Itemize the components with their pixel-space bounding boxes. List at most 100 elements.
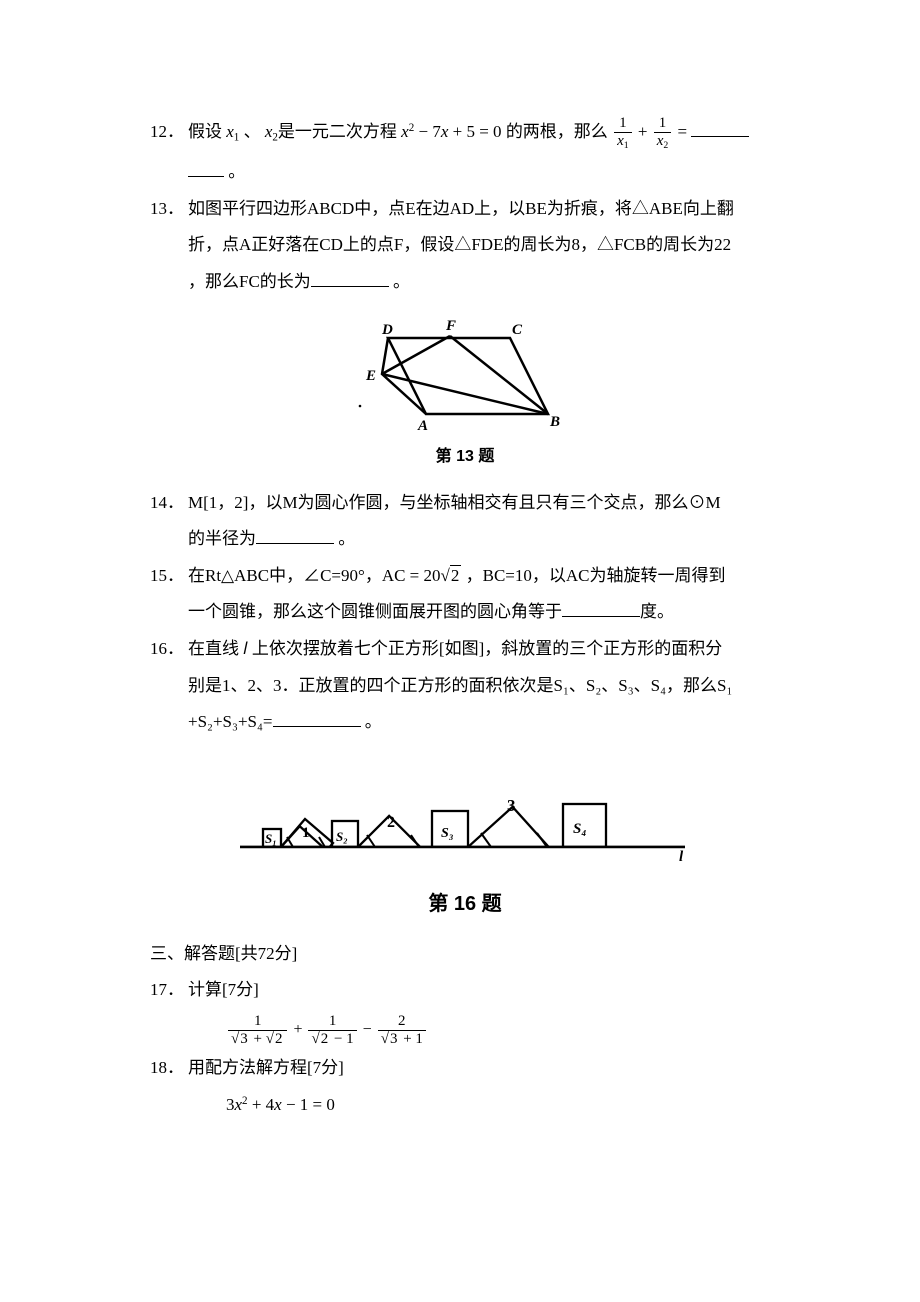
q12-line2: 。 — [188, 154, 780, 191]
q15-l2a: 一个圆锥，那么这个圆锥侧面展开图的圆心角等于 — [188, 602, 562, 621]
question-13: 13． 如图平行四边形ABCD中，点E在边AD上，以BE为折痕，将△ABE向上翻 — [150, 191, 780, 228]
q12-f1da: x — [617, 133, 624, 149]
q17-frac2: 1 √2 − 1 — [308, 1013, 356, 1047]
q17-frac3: 2 √3 + 1 — [378, 1013, 426, 1047]
q13-number: 13． — [150, 191, 188, 228]
svg-text:S₂: S₂ — [336, 829, 348, 844]
q17-frac1: 1 √3 + √2 — [228, 1013, 287, 1047]
q12-sep1: 、 — [239, 122, 265, 141]
q15-sqrt2: 2 — [450, 565, 462, 585]
q16-l3b: 。 — [361, 712, 382, 731]
question-16: 16． 在直线 𝑙 上依次摆放着七个正方形[如图]，斜放置的三个正方形的面积分 — [150, 631, 780, 668]
q13-l1: 如图平行四边形ABCD中，点E在边AD上，以BE为折痕，将△ABE向上翻 — [188, 199, 734, 218]
q15-number: 15． — [150, 558, 188, 595]
q13-A: A — [417, 418, 428, 434]
q12-eqc: + 5 = 0 — [448, 122, 505, 141]
question-14: 14． M[1，2]，以M为圆心作圆，与坐标轴相交有且只有三个交点，那么⊙M — [150, 485, 780, 522]
q18-equation: 3x2 + 4x − 1 = 0 — [226, 1087, 780, 1124]
q12-f2n: 1 — [654, 115, 672, 132]
q12-number: 12． — [150, 110, 188, 154]
q16-number: 16． — [150, 631, 188, 668]
q13-l3a: ，那么FC的长为 — [188, 272, 311, 291]
q12-frac2: 1x2 — [654, 115, 672, 151]
q17-plus1: + — [289, 1021, 306, 1038]
q12-eqa: x — [401, 122, 409, 141]
q12-body: 假设 x1 、 x2是一元二次方程 x2 − 7x + 5 = 0 的两根，那么… — [188, 110, 780, 154]
q16-svg: S₁ 1 S₂ 2 S₃ 3 S₄ l — [235, 747, 695, 867]
q15-l2b: 度。 — [640, 602, 674, 621]
q12-blank1 — [691, 119, 749, 137]
question-15: 15． 在Rt△ABC中，∠C=90°，AC = 20√2 ，BC=10，以AC… — [150, 558, 780, 595]
q13-figure: D F C E A B 第 13 题 — [150, 306, 780, 474]
q14-blank — [256, 526, 334, 544]
q18-title: 用配方法解方程[7分] — [188, 1050, 780, 1087]
q15-l1b: ，BC=10，以AC为轴旋转一周得到 — [461, 566, 725, 585]
q17-f3n: 2 — [378, 1013, 426, 1030]
q16-blank — [273, 709, 361, 727]
q12-t3: 的两根，那么 — [506, 122, 608, 141]
q13-figcap: 第 13 题 — [150, 440, 780, 474]
q14-l2: 的半径为 。 — [188, 521, 780, 558]
q17-f1n: 1 — [228, 1013, 287, 1030]
q12-plus: + — [634, 122, 652, 141]
svg-text:S₃: S₃ — [441, 826, 454, 841]
q18-x2: x — [274, 1095, 282, 1114]
svg-text:1: 1 — [302, 825, 310, 841]
q12-frac1: 1x1 — [614, 115, 632, 151]
q18-number: 18． — [150, 1050, 188, 1087]
q13-E: E — [365, 368, 376, 384]
q15-body: 在Rt△ABC中，∠C=90°，AC = 20√2 ，BC=10，以AC为轴旋转… — [188, 558, 780, 595]
q16-figcap: 第 16 题 — [150, 883, 780, 926]
q17-f3dt: + 1 — [399, 1031, 422, 1047]
q18-c: − 1 = 0 — [282, 1095, 335, 1114]
q17-minus: − — [359, 1021, 376, 1038]
q14-body: M[1，2]，以M为圆心作圆，与坐标轴相交有且只有三个交点，那么⊙M — [188, 485, 780, 522]
section-3-heading: 三、解答题[共72分] — [150, 936, 780, 973]
q14-l2b: 。 — [334, 529, 355, 548]
q13-l3b: 。 — [389, 272, 410, 291]
q17-title: 计算[7分] — [188, 972, 780, 1009]
q18-b: + 4 — [248, 1095, 275, 1114]
q13-F: F — [445, 318, 456, 334]
question-17: 17． 计算[7分] — [150, 972, 780, 1009]
q14-l1: M[1，2]，以M为圆心作圆，与坐标轴相交有且只有三个交点，那么⊙M — [188, 493, 721, 512]
q15-blank — [562, 599, 640, 617]
svg-text:2: 2 — [387, 814, 395, 831]
q12-eqb: − 7 — [414, 122, 441, 141]
q16-l1: 在直线 𝑙 上依次摆放着七个正方形[如图]，斜放置的三个正方形的面积分 — [188, 639, 722, 658]
q12-blank2 — [188, 159, 224, 177]
svg-text:S₄: S₄ — [573, 821, 587, 837]
q17-f3da: 3 — [389, 1030, 400, 1047]
q12-t1: 假设 — [188, 122, 226, 141]
q13-body: 如图平行四边形ABCD中，点E在边AD上，以BE为折痕，将△ABE向上翻 — [188, 191, 780, 228]
q14-l2a: 的半径为 — [188, 529, 256, 548]
q13-C: C — [512, 322, 523, 338]
q16-figure: S₁ 1 S₂ 2 S₃ 3 S₄ l 第 16 题 — [150, 747, 780, 926]
q15-l2: 一个圆锥，那么这个圆锥侧面展开图的圆心角等于 度。 — [188, 594, 780, 631]
q15-l1a: 在Rt△ABC中，∠C=90°，AC = 20 — [188, 566, 441, 585]
q12-x1: x — [226, 122, 234, 141]
q17-f2n: 1 — [308, 1013, 356, 1030]
q17-f2da: 2 — [320, 1030, 331, 1047]
q13-D: D — [381, 322, 393, 338]
q17-f1dp: + — [250, 1031, 266, 1047]
q16-l3a: +S₂+S₃+S₄= — [188, 712, 273, 731]
q13-svg: D F C E A B — [350, 306, 580, 436]
q13-l2: 折，点A正好落在CD上的点F，假设△FDE的周长为8，△FCB的周长为22 — [188, 227, 780, 264]
q12-tail: 。 — [224, 162, 245, 181]
q17-number: 17． — [150, 972, 188, 1009]
q16-l2: 别是1、2、3．正放置的四个正方形的面积依次是S₁、S₂、S₃、S₄，那么S₁ — [188, 668, 780, 705]
q18-x1: x — [235, 1095, 243, 1114]
q17-f1da: 3 — [239, 1030, 250, 1047]
question-18: 18． 用配方法解方程[7分] — [150, 1050, 780, 1087]
q17-f1db: 2 — [274, 1030, 285, 1047]
q12-eq: = — [673, 122, 691, 141]
svg-text:S₁: S₁ — [265, 831, 277, 846]
q16-l3: +S₂+S₃+S₄= 。 — [188, 704, 780, 741]
q12-f2ds: 2 — [663, 139, 668, 150]
q12-t2: 是一元二次方程 — [278, 122, 401, 141]
q13-blank — [311, 269, 389, 287]
q15-sqrt: √2 — [441, 565, 462, 585]
q13-B: B — [549, 414, 560, 430]
q14-number: 14． — [150, 485, 188, 522]
